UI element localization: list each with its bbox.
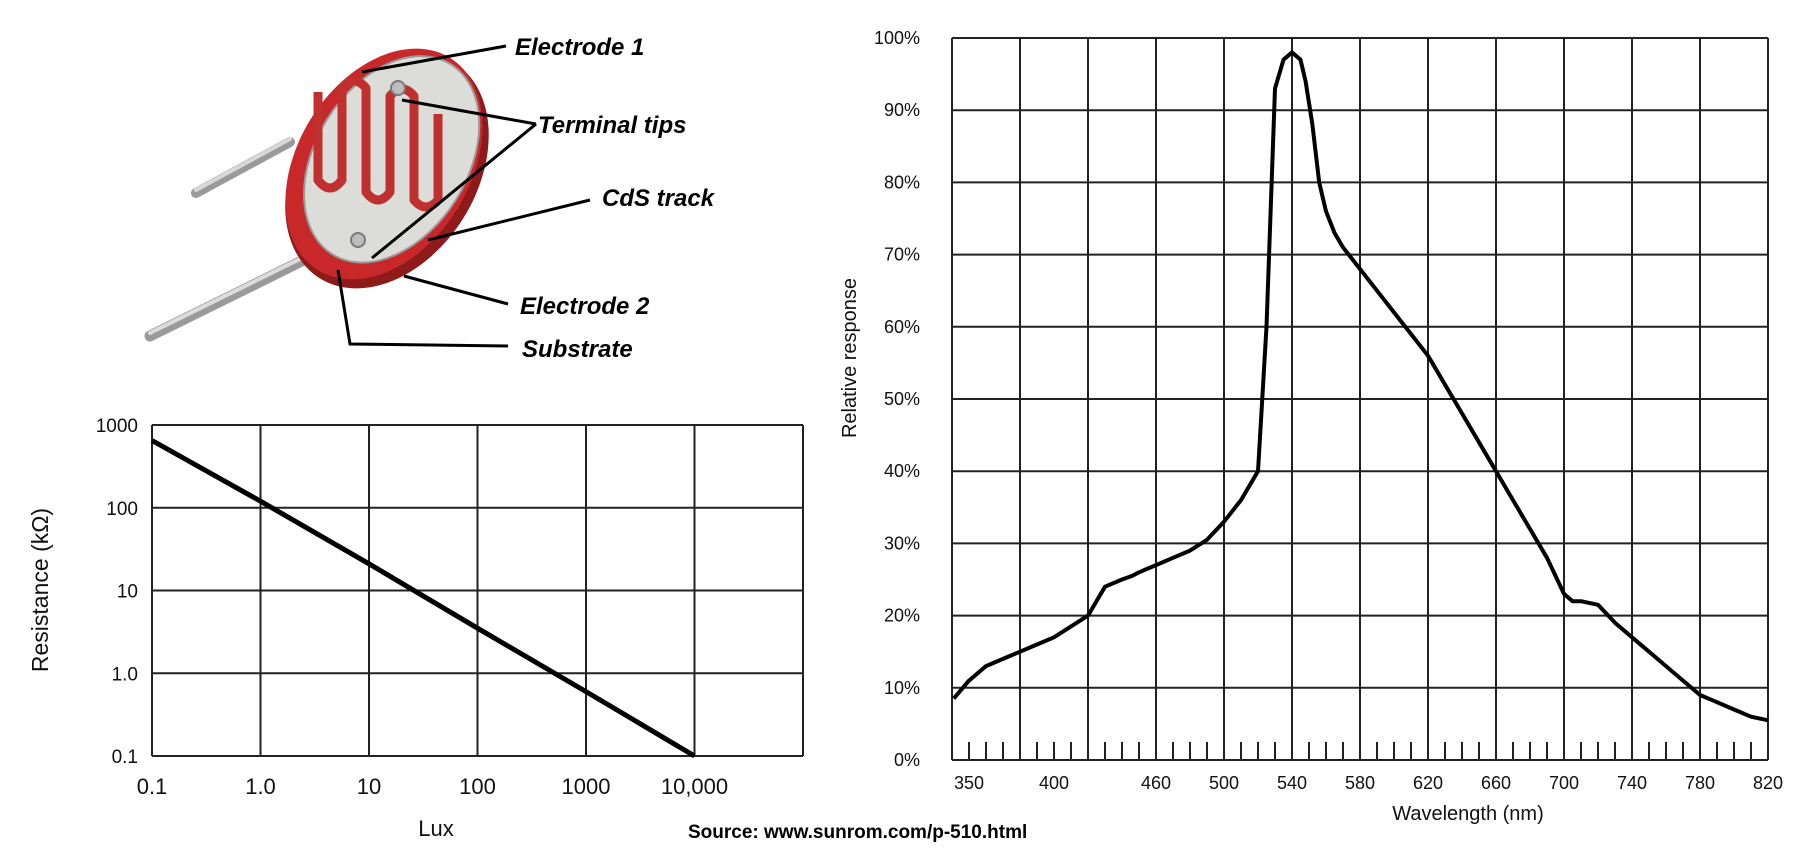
left-x-tick-label: 10,000 [661, 774, 728, 799]
right-x-ticks: 350 400 460 500 540 580 620 660 700 740 780 820 [954, 773, 1783, 793]
left-x-tick-label: 10 [357, 774, 381, 799]
right-y-tick-label: 10% [884, 678, 920, 698]
right-x-axis-label: Wavelength (nm) [1392, 803, 1544, 825]
spectral-response-curve [952, 50, 1769, 723]
right-y-tick-label: 70% [884, 245, 920, 265]
right-x-tick-label: 740 [1617, 773, 1647, 793]
right-y-tick-label: 80% [884, 172, 920, 192]
right-x-tick-label: 660 [1481, 773, 1511, 793]
right-y-tick-label: 40% [884, 461, 920, 481]
right-y-tick-label: 20% [884, 606, 920, 626]
right-y-tick-label: 90% [884, 100, 920, 120]
right-x-tick-label: 780 [1685, 773, 1715, 793]
left-x-tick-label: 1000 [562, 774, 611, 799]
pin-right [144, 246, 326, 342]
right-x-tick-label: 620 [1413, 773, 1443, 793]
left-y-tick-label: 10 [117, 582, 138, 603]
right-y-ticks: 0% 10% 20% 30% 40% 50% 60% 70% 80% 90% 100% [874, 28, 920, 770]
leader-electrode2 [403, 274, 509, 306]
right-y-tick-label: 100% [874, 28, 920, 48]
resistance-curve [150, 438, 696, 759]
right-y-tick-label: 30% [884, 533, 920, 553]
left-y-ticks: 1000 100 10 1.0 0.1 [96, 416, 138, 768]
leader-terminal-top [401, 98, 537, 126]
ldr-illustration: Electrode 1 Terminal tips CdS track Elec… [144, 34, 716, 363]
right-y-tick-label: 50% [884, 389, 920, 409]
leader-terminal-bottom [371, 122, 537, 260]
right-y-axis-label: Relative response [839, 278, 861, 438]
right-x-tick-label: 540 [1277, 773, 1307, 793]
left-x-tick-label: 1.0 [245, 774, 276, 799]
right-x-tick-label: 580 [1345, 773, 1375, 793]
left-x-tick-label: 100 [459, 774, 496, 799]
left-y-tick-label: 1.0 [112, 664, 138, 685]
right-minor-ticks [968, 742, 1752, 760]
right-grid [951, 37, 1769, 761]
right-x-tick-label: 350 [954, 773, 984, 793]
left-x-ticks: 0.1 1.0 10 100 1000 10,000 [137, 774, 728, 799]
pin-left [191, 137, 295, 198]
left-grid [151, 424, 804, 757]
left-y-tick-label: 0.1 [112, 747, 138, 768]
left-y-axis-label: Resistance (kΩ) [27, 508, 53, 672]
label-electrode2: Electrode 2 [520, 293, 650, 320]
label-substrate: Substrate [522, 336, 633, 363]
terminal-tip-top [390, 80, 406, 96]
right-x-tick-label: 700 [1549, 773, 1579, 793]
left-x-axis-label: Lux [418, 816, 453, 841]
left-y-tick-label: 100 [106, 499, 138, 520]
right-x-tick-label: 820 [1753, 773, 1783, 793]
pin-right-highlight [148, 247, 322, 335]
terminal-tip-bottom [350, 232, 366, 248]
resistance-vs-lux-chart: 1000 100 10 1.0 0.1 0.1 1.0 10 100 1000 10,000 Lu… [27, 416, 804, 841]
leader-electrode1 [361, 44, 507, 74]
right-y-tick-label: 60% [884, 317, 920, 337]
label-cds-track: CdS track [602, 185, 716, 212]
spectral-response-chart: 0% 10% 20% 30% 40% 50% 60% 70% 80% 90% 100% 350 400… [839, 28, 1783, 825]
right-x-tick-label: 460 [1141, 773, 1171, 793]
leader-substrate [336, 269, 509, 348]
pin-left-highlight [194, 137, 292, 192]
label-electrode1: Electrode 1 [515, 34, 644, 61]
left-x-tick-label: 0.1 [137, 774, 168, 799]
leader-cds [427, 198, 591, 242]
right-x-tick-label: 500 [1209, 773, 1239, 793]
cds-track [313, 76, 443, 212]
label-terminal-tips: Terminal tips [538, 112, 686, 139]
left-y-tick-label: 1000 [96, 416, 138, 437]
source-caption: Source: www.sunrom.com/p-510.html [688, 822, 1027, 843]
right-y-tick-label: 0% [894, 750, 920, 770]
right-x-tick-label: 400 [1039, 773, 1069, 793]
